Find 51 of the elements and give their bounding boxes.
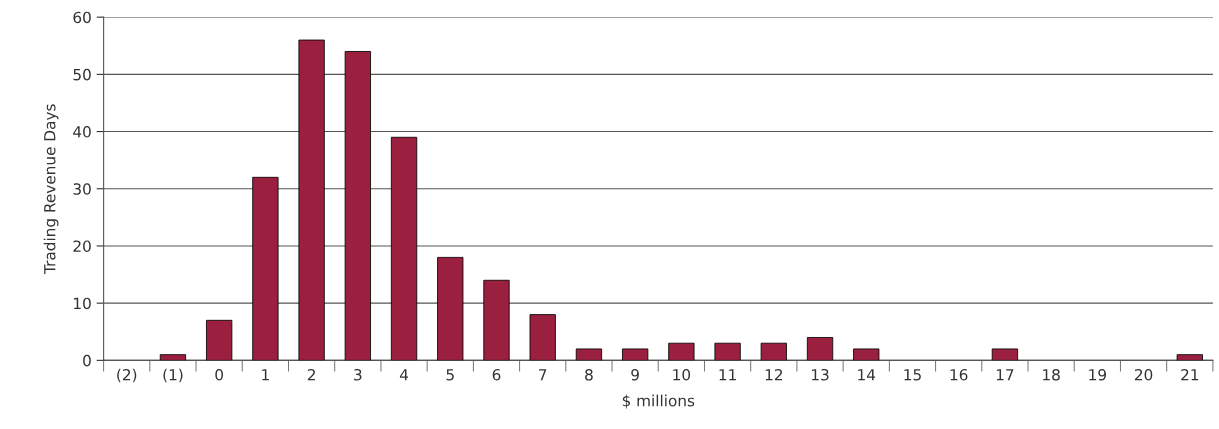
bar (344, 51, 371, 361)
y-tick-label: 50 (73, 68, 91, 81)
y-tick-label: 30 (73, 183, 91, 195)
bar (853, 348, 880, 361)
bar (668, 342, 695, 361)
x-tick-label: 1 (262, 369, 269, 381)
x-tick-label: 8 (585, 368, 593, 381)
x-tick-label: 7 (539, 369, 547, 381)
x-tick-label: 0 (215, 368, 224, 381)
bar (760, 342, 787, 361)
bar (159, 354, 187, 361)
x-tick-label: 10 (673, 368, 691, 381)
x-tick-label: 13 (811, 368, 829, 381)
x-tick-label: 9 (631, 368, 639, 381)
bar (575, 348, 603, 361)
x-tick-label: 15 (904, 369, 921, 381)
x-tick-label: 17 (996, 369, 1014, 381)
bar (714, 342, 741, 361)
bar (206, 319, 233, 361)
y-tick-label: 0 (83, 354, 91, 367)
bar (483, 279, 510, 361)
x-tick-label: (1) (163, 368, 183, 383)
x-tick-label: 20 (1134, 368, 1153, 381)
bar (622, 348, 649, 361)
x-tick-label: 4 (399, 369, 409, 381)
x-tick-label: 16 (950, 368, 968, 381)
bar (252, 176, 279, 361)
x-tick-label: (2) (117, 368, 137, 383)
bar (390, 136, 418, 361)
x-tick-label: 21 (1181, 368, 1199, 381)
x-tick-label: 19 (1089, 368, 1106, 381)
x-tick-label: 18 (1043, 368, 1060, 381)
x-tick-label: 5 (446, 369, 454, 381)
y-axis-title: Trading Revenue Days (43, 104, 59, 275)
x-tick-label: 14 (858, 369, 876, 381)
x-tick-label: 12 (765, 368, 782, 381)
y-tick-label: 40 (73, 126, 91, 138)
x-tick-label: 3 (354, 368, 362, 381)
bar (298, 39, 325, 361)
bar (1176, 354, 1203, 361)
x-axis-title: $ millions (622, 394, 695, 409)
x-tick-label: 11 (719, 369, 736, 381)
bar (437, 256, 464, 361)
y-tick-label: 10 (74, 297, 91, 310)
y-tick-label: 20 (73, 240, 91, 252)
bar (806, 337, 834, 361)
bar (529, 314, 556, 361)
bar (991, 348, 1019, 361)
x-tick-label: 2 (307, 368, 315, 381)
x-tick-label: 6 (492, 368, 501, 381)
y-tick-label: 60 (73, 11, 91, 24)
